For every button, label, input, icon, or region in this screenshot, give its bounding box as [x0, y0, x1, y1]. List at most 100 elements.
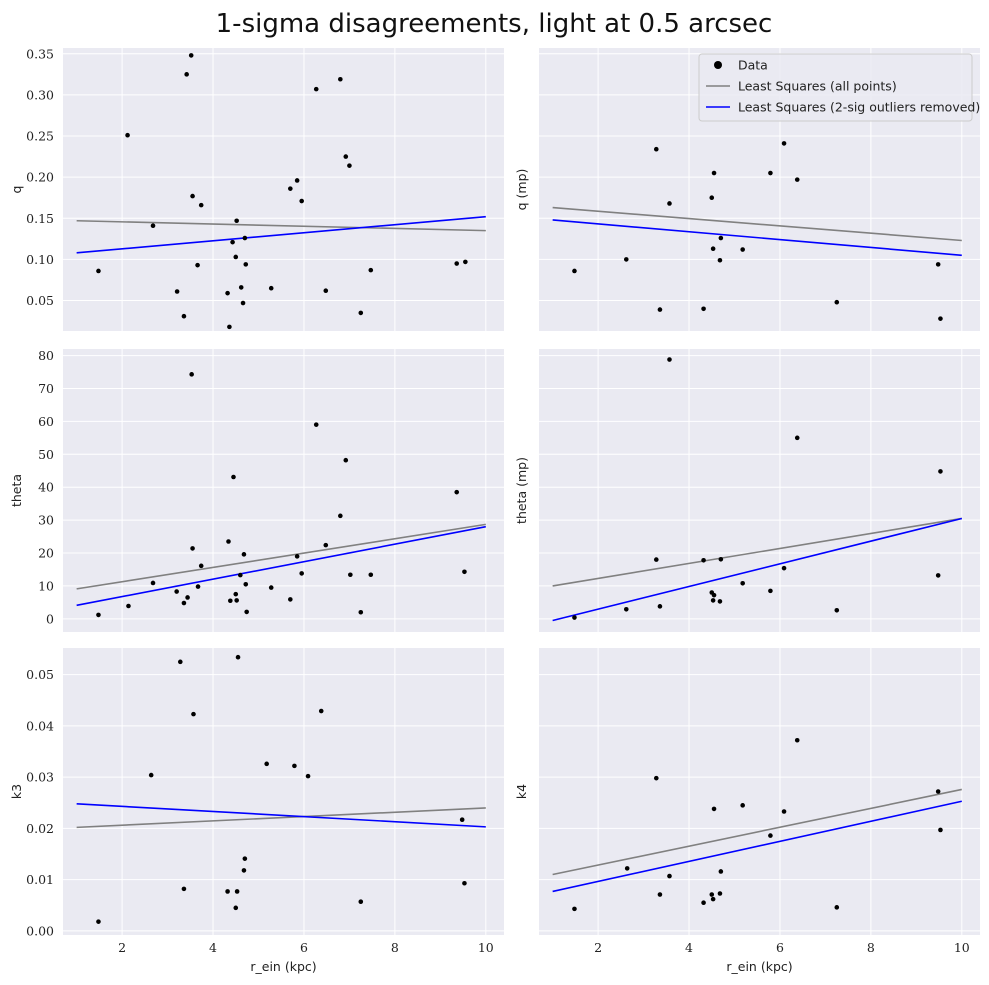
data-point — [313, 86, 319, 92]
x-tick-label: 8 — [867, 940, 875, 955]
data-point — [294, 178, 300, 183]
data-point — [454, 489, 460, 495]
data-point — [228, 598, 233, 604]
data-point — [701, 900, 706, 906]
legend-entry-label: Least Squares (all points) — [738, 79, 897, 94]
data-point — [188, 53, 194, 58]
data-point — [125, 132, 130, 138]
y-tick-label: 80 — [38, 348, 54, 363]
fit-line-outliers-removed — [76, 215, 486, 254]
x-tick-label: 4 — [209, 940, 217, 955]
data-point — [177, 659, 183, 665]
data-point — [240, 300, 246, 306]
data-point — [781, 809, 787, 814]
data-point — [126, 603, 131, 609]
y-tick-label: 0.25 — [26, 129, 54, 144]
y-tick-label: 10 — [38, 578, 54, 593]
data-point — [657, 892, 663, 897]
data-point — [148, 772, 154, 778]
data-point — [768, 170, 773, 176]
data-point — [717, 891, 723, 896]
data-point — [242, 235, 248, 241]
data-point — [150, 580, 156, 586]
plot-area — [552, 141, 962, 321]
data-point — [230, 239, 235, 245]
data-point — [709, 892, 715, 897]
fit-line-outliers-removed — [552, 517, 963, 622]
data-point — [572, 906, 577, 912]
legend-entry-label: Least Squares (2-sig outliers removed) — [738, 100, 980, 115]
data-point — [243, 262, 249, 267]
plot-background — [539, 648, 980, 935]
data-point — [227, 324, 232, 330]
data-point — [234, 889, 240, 894]
y-tick-label: 0.05 — [26, 667, 54, 682]
data-point — [781, 141, 787, 146]
x-tick-label: 10 — [478, 940, 494, 955]
y-axis-label: q (mp) — [514, 169, 529, 211]
data-point — [198, 202, 204, 208]
data-point — [190, 193, 195, 199]
data-point — [231, 474, 236, 480]
data-point — [226, 539, 231, 544]
data-point — [288, 186, 293, 191]
plot-background — [539, 349, 980, 632]
panel-top-left: 0.05 0.10 0.15 0.20 0.25 0.30 0.35 q — [9, 46, 504, 331]
y-axis-label: q — [9, 186, 24, 194]
x-tick-label: 2 — [118, 940, 126, 955]
data-point — [711, 806, 717, 812]
plot-area — [552, 737, 962, 912]
x-tick-label: 8 — [391, 940, 399, 955]
plot-background — [63, 48, 504, 331]
data-point — [189, 372, 194, 377]
y-tick-label: 0.35 — [26, 46, 54, 61]
data-point — [667, 201, 672, 206]
x-tick-label: 4 — [685, 940, 693, 955]
data-point — [323, 542, 329, 548]
fit-line-all-points — [552, 517, 962, 587]
data-point — [235, 654, 241, 660]
data-point — [935, 262, 941, 267]
data-point — [358, 310, 364, 316]
data-point — [347, 163, 352, 168]
data-point — [718, 869, 724, 874]
data-point — [288, 597, 293, 602]
y-axis-label: theta (mp) — [514, 457, 529, 524]
data-point — [338, 76, 343, 82]
data-point — [268, 585, 274, 590]
plot-area — [552, 357, 963, 622]
data-point — [268, 285, 274, 291]
data-point — [462, 569, 467, 575]
data-point — [653, 557, 659, 562]
panel-bottom-left: 2 4 6 8 10 0.00 0.01 0.02 0.03 0.04 0.05 k3 r_ein (k… — [9, 648, 504, 974]
data-point — [348, 572, 353, 578]
y-tick-label: 20 — [38, 546, 54, 561]
data-point — [657, 307, 663, 312]
data-point — [935, 789, 941, 794]
data-point — [711, 170, 717, 176]
y-tick-label: 60 — [38, 414, 54, 429]
data-point — [238, 285, 244, 290]
data-point — [358, 609, 364, 615]
data-point — [225, 889, 230, 894]
data-point — [191, 711, 196, 717]
data-point — [711, 592, 717, 598]
y-axis-label: theta — [9, 474, 24, 507]
x-axis-label: r_ein (kpc) — [726, 959, 792, 974]
data-point — [198, 563, 204, 569]
data-point — [938, 469, 943, 474]
data-point — [701, 557, 706, 563]
y-tick-label: 70 — [38, 381, 54, 396]
legend-entry-label: Data — [738, 58, 768, 73]
y-axis-label: k3 — [9, 784, 24, 799]
x-tick-label: 2 — [594, 940, 602, 955]
data-point — [718, 556, 724, 562]
data-point — [454, 261, 460, 266]
data-point — [834, 299, 840, 305]
data-point — [181, 600, 187, 606]
data-point — [243, 581, 249, 587]
data-point — [623, 257, 629, 262]
data-point — [294, 554, 300, 559]
data-point — [701, 306, 706, 312]
data-point — [710, 246, 716, 252]
